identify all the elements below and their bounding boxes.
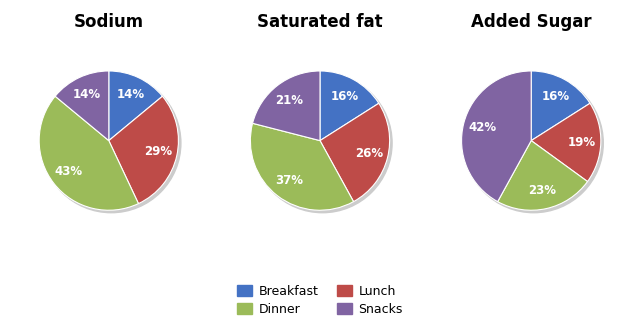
Text: 16%: 16% bbox=[541, 90, 570, 103]
Text: 29%: 29% bbox=[144, 145, 172, 158]
Wedge shape bbox=[320, 71, 379, 141]
Wedge shape bbox=[55, 71, 109, 141]
Wedge shape bbox=[250, 123, 353, 210]
Text: 37%: 37% bbox=[275, 174, 303, 187]
Wedge shape bbox=[461, 71, 531, 202]
Title: Sodium: Sodium bbox=[74, 13, 144, 31]
Circle shape bbox=[464, 74, 604, 213]
Text: 14%: 14% bbox=[73, 88, 101, 101]
Wedge shape bbox=[39, 96, 138, 210]
Wedge shape bbox=[109, 71, 163, 141]
Wedge shape bbox=[320, 103, 390, 202]
Circle shape bbox=[42, 74, 181, 213]
Circle shape bbox=[253, 74, 392, 213]
Text: 26%: 26% bbox=[355, 147, 383, 160]
Wedge shape bbox=[498, 141, 588, 210]
Text: 19%: 19% bbox=[568, 136, 596, 149]
Title: Added Sugar: Added Sugar bbox=[471, 13, 591, 31]
Wedge shape bbox=[109, 96, 179, 204]
Title: Saturated fat: Saturated fat bbox=[257, 13, 383, 31]
Text: 23%: 23% bbox=[528, 184, 556, 197]
Wedge shape bbox=[531, 71, 590, 141]
Text: 21%: 21% bbox=[275, 94, 303, 107]
Legend: Breakfast, Dinner, Lunch, Snacks: Breakfast, Dinner, Lunch, Snacks bbox=[232, 280, 408, 321]
Wedge shape bbox=[531, 103, 601, 181]
Text: 42%: 42% bbox=[468, 121, 496, 134]
Text: 43%: 43% bbox=[54, 165, 83, 178]
Text: 14%: 14% bbox=[116, 88, 145, 101]
Text: 16%: 16% bbox=[330, 90, 358, 103]
Wedge shape bbox=[253, 71, 320, 141]
